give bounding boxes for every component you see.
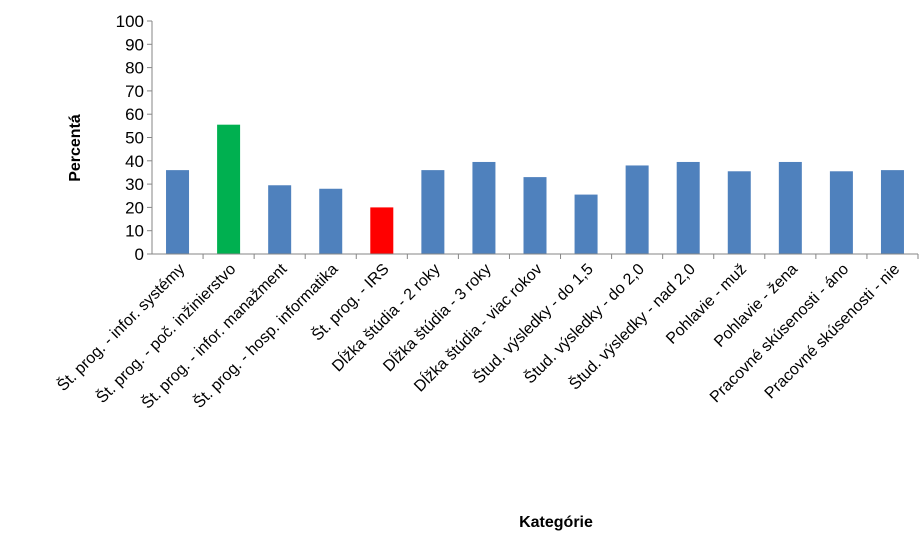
y-tick-label: 100 [116, 12, 144, 31]
y-tick-label: 60 [125, 105, 144, 124]
bar [574, 194, 598, 254]
y-tick-label: 10 [125, 222, 144, 241]
bar [268, 185, 292, 254]
bar [370, 207, 394, 254]
bar [676, 161, 700, 254]
y-tick-label: 40 [125, 152, 144, 171]
x-axis-title: Kategórie [519, 514, 593, 531]
bar [625, 165, 649, 254]
y-tick-label: 0 [135, 245, 144, 264]
y-axis: 0 10 20 30 40 50 60 70 80 90 100 [116, 12, 153, 264]
y-tick-label: 80 [125, 59, 144, 78]
bar [523, 177, 547, 254]
bar [472, 161, 496, 254]
bar [166, 170, 190, 254]
bar [319, 188, 343, 254]
y-tick-label: 20 [125, 198, 144, 217]
y-tick-label: 50 [125, 129, 144, 148]
y-axis-title: Percentá [67, 114, 84, 182]
y-tick-label: 70 [125, 82, 144, 101]
y-tick-label: 30 [125, 175, 144, 194]
bar [880, 170, 904, 254]
bar [727, 171, 751, 254]
y-tick-label: 90 [125, 35, 144, 54]
bar [829, 171, 853, 254]
bar [778, 161, 802, 254]
bar [217, 124, 241, 254]
bars [166, 124, 904, 254]
bar [421, 170, 445, 254]
